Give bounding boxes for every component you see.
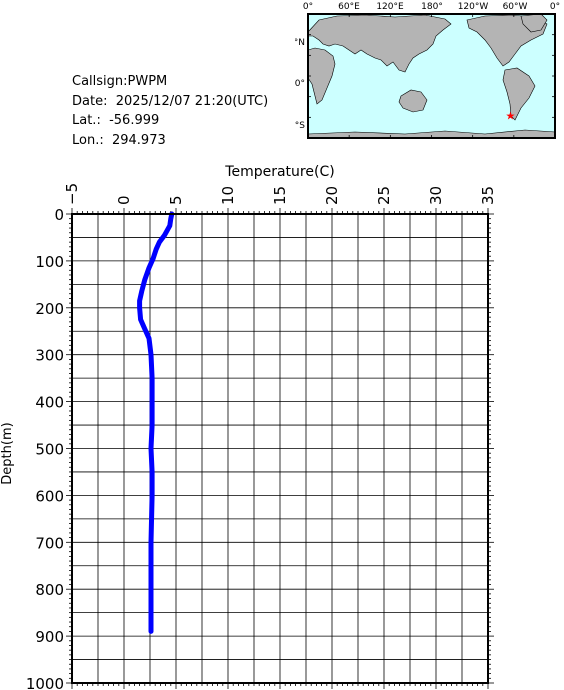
x-tick-label: 20 [323, 186, 341, 205]
map-lon-label: 0° [550, 2, 560, 12]
callsign-text: Callsign:PWPM [72, 74, 168, 89]
x-tick-label: 5 [167, 195, 185, 205]
y-axis-title: Depth(m) [0, 422, 15, 484]
map-lat-labels: 60°N 0° 60°S [295, 38, 305, 131]
x-tick-label: 0 [115, 195, 133, 205]
chart-grid [71, 213, 489, 684]
map-lon-label: 120°E [376, 2, 404, 12]
land-south-america [502, 67, 536, 121]
world-map: 0° 60°E 120°E 180° 120°W 60°W 0° 60°N 0°… [295, 2, 560, 139]
y-tick-label: 1000 [26, 675, 64, 690]
station-marker-icon: ★ [505, 109, 515, 122]
map-lat-label: 60°N [295, 38, 305, 48]
map-lon-label: 60°E [338, 2, 360, 12]
x-axis-title: Temperature(C) [224, 164, 334, 180]
map-ticks [307, 13, 556, 139]
y-tick-label: 800 [35, 581, 64, 599]
map-land [307, 13, 556, 139]
longitude-text: Lon.: 294.973 [72, 132, 166, 148]
latitude-text: Lat.: -56.999 [72, 113, 160, 128]
map-lon-label: 180° [421, 2, 443, 12]
map-lon-label: 0° [303, 2, 313, 12]
land-africa [307, 47, 336, 105]
x-tick-label: 25 [375, 186, 393, 205]
x-tick-label: −5 [63, 183, 81, 205]
x-tick-label: 35 [479, 186, 497, 205]
map-lon-label: 120°W [458, 2, 489, 12]
map-top-labels: 0° 60°E 120°E 180° 120°W 60°W 0° [303, 2, 560, 12]
map-lon-label: 60°W [503, 2, 528, 12]
y-tick-label: 500 [35, 441, 64, 459]
y-tick-labels: 0 100 200 300 400 500 600 700 800 900 1000 [26, 206, 64, 690]
y-tick-label: 0 [54, 206, 64, 224]
y-tick-label: 900 [35, 628, 64, 646]
x-tick-labels: −5 0 5 10 15 20 25 30 35 [63, 183, 497, 205]
y-tick-label: 300 [35, 347, 64, 365]
date-text: Date: 2025/12/07 21:20(UTC) [72, 93, 269, 109]
x-tick-label: 30 [427, 186, 445, 205]
y-tick-label: 600 [35, 487, 64, 505]
y-tick-label: 400 [35, 394, 64, 412]
plot-frame [71, 213, 489, 684]
land-australia [398, 89, 428, 113]
map-lat-label: 0° [295, 79, 305, 89]
station-info: Callsign:PWPM Date: 2025/12/07 21:20(UTC… [72, 72, 268, 150]
y-tick-label: 100 [35, 253, 64, 271]
x-tick-label: 10 [219, 186, 237, 205]
x-tick-label: 15 [271, 186, 289, 205]
y-tick-label: 200 [35, 300, 64, 318]
temperature-depth-chart: −5 0 5 10 15 20 25 30 35 01002003004005006007008… [0, 164, 497, 690]
y-tick-label: 700 [35, 534, 64, 552]
temperature-profile-line [137, 211, 175, 634]
map-lat-label: 60°S [295, 121, 305, 131]
